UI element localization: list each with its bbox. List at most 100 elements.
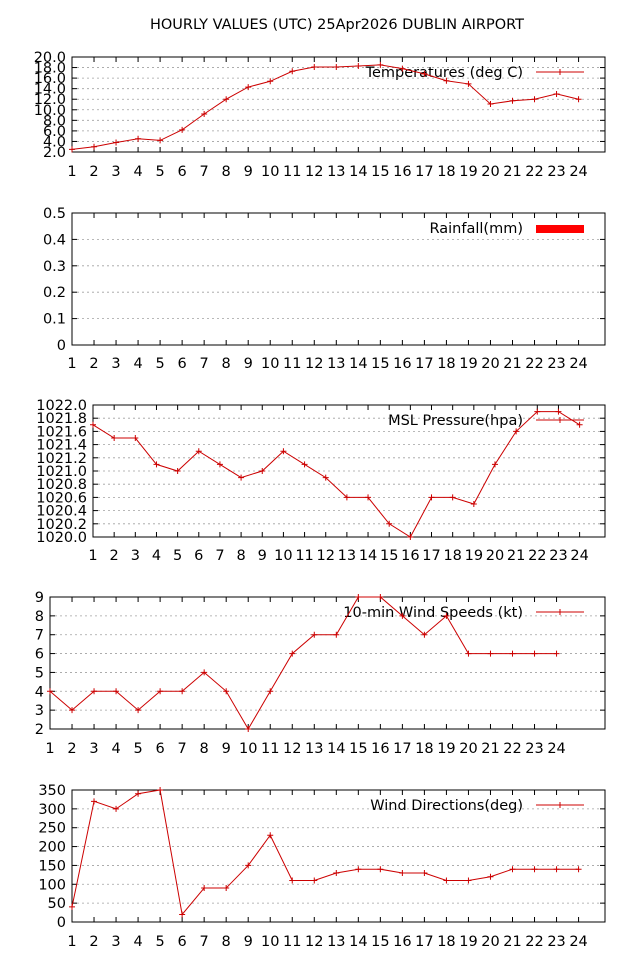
x-tick-label: 4 xyxy=(133,356,142,372)
y-tick-label: 8 xyxy=(35,609,44,625)
y-tick-label: 0.5 xyxy=(43,206,66,222)
x-tick-label: 1 xyxy=(88,548,97,564)
data-point xyxy=(267,78,274,85)
data-point xyxy=(157,688,164,695)
x-tick-label: 11 xyxy=(261,741,279,757)
data-point xyxy=(443,612,450,619)
x-tick-label: 13 xyxy=(327,934,345,950)
x-tick-label: 1 xyxy=(67,356,76,372)
x-tick-label: 8 xyxy=(222,934,231,950)
data-point xyxy=(132,435,139,441)
x-tick-label: 20 xyxy=(481,934,499,950)
y-tick-label: 0.4 xyxy=(43,232,66,248)
plot-frame xyxy=(92,404,606,538)
x-tick-label: 19 xyxy=(459,356,477,372)
x-tick-label: 14 xyxy=(349,164,367,180)
x-tick-label: 3 xyxy=(89,741,98,757)
y-tick-label: 150 xyxy=(38,858,66,874)
x-tick-label: 10 xyxy=(261,934,279,950)
x-tick-label: 19 xyxy=(465,548,483,564)
x-tick-label: 23 xyxy=(547,164,565,180)
y-tick-label: 1021.6 xyxy=(36,424,87,440)
x-tick-label: 10 xyxy=(261,356,279,372)
x-tick-label: 21 xyxy=(481,741,499,757)
y-tick-label: 1020.2 xyxy=(36,517,87,533)
x-tick-label: 24 xyxy=(570,548,588,564)
x-tick-label: 12 xyxy=(317,548,335,564)
plot-frame xyxy=(49,596,606,730)
data-point xyxy=(355,866,362,873)
x-tick-label: 8 xyxy=(222,164,231,180)
x-tick-label: 11 xyxy=(283,356,301,372)
x-tick-label: 12 xyxy=(305,356,323,372)
x-tick-label: 11 xyxy=(283,164,301,180)
data-point xyxy=(267,688,274,695)
x-tick-label: 8 xyxy=(200,741,209,757)
legend-label: Temperatures (deg C) xyxy=(365,65,523,81)
data-point xyxy=(223,688,230,695)
y-tick-label: 16.0 xyxy=(34,71,66,87)
data-point xyxy=(553,866,560,873)
data-point xyxy=(179,688,186,695)
x-tick-label: 19 xyxy=(459,164,477,180)
y-tick-label: 5 xyxy=(35,665,44,681)
x-tick-label: 13 xyxy=(338,548,356,564)
x-tick-label: 19 xyxy=(459,934,477,950)
data-point xyxy=(289,877,296,884)
x-tick-label: 6 xyxy=(156,741,165,757)
x-tick-label: 10 xyxy=(261,164,279,180)
x-tick-label: 7 xyxy=(200,164,209,180)
y-tick-label: 14.0 xyxy=(34,82,66,98)
data-point xyxy=(443,877,450,884)
data-point xyxy=(195,448,202,455)
x-tick-label: 16 xyxy=(393,934,411,950)
x-tick-label: 3 xyxy=(131,548,140,564)
x-tick-label: 2 xyxy=(110,548,119,564)
x-tick-label: 23 xyxy=(547,356,565,372)
x-tick-label: 13 xyxy=(327,356,345,372)
data-point xyxy=(69,146,75,153)
x-tick-label: 13 xyxy=(305,741,323,757)
data-point xyxy=(421,869,428,876)
data-point xyxy=(531,650,538,657)
legend-marker xyxy=(557,69,563,75)
x-tick-label: 4 xyxy=(111,741,120,757)
data-point xyxy=(465,877,472,884)
data-point xyxy=(69,903,75,910)
x-tick-label: 8 xyxy=(222,356,231,372)
x-tick-label: 22 xyxy=(525,164,543,180)
x-tick-label: 7 xyxy=(200,934,209,950)
y-tick-label: 6.0 xyxy=(43,124,66,140)
y-tick-label: 3 xyxy=(35,703,44,719)
chart-2: 00.10.20.30.40.51 2 3 4 5 6 7 8 9 10 11 12 13 14 15 16 1… xyxy=(43,206,606,372)
x-tick-label: 3 xyxy=(111,164,120,180)
chart-1: 2.04.06.08.010.012.014.016.018.020.01 2 3 4… xyxy=(34,50,606,180)
data-point xyxy=(343,494,350,501)
data-point xyxy=(201,111,208,117)
x-tick-label: 12 xyxy=(305,164,323,180)
x-tick-label: 22 xyxy=(503,741,521,757)
legend-label: Wind Directions(deg) xyxy=(370,798,523,814)
y-tick-label: 1020.0 xyxy=(36,530,87,546)
x-tick-label: 18 xyxy=(443,548,461,564)
x-tick-label: 16 xyxy=(393,164,411,180)
series-line xyxy=(71,64,579,150)
x-tick-label: 5 xyxy=(133,741,142,757)
y-tick-label: 1022.0 xyxy=(36,398,87,414)
y-tick-label: 6 xyxy=(35,647,44,663)
x-tick-label: 12 xyxy=(305,934,323,950)
x-tick-label: 22 xyxy=(525,356,543,372)
x-tick-label: 14 xyxy=(359,548,377,564)
x-tick-label: 2 xyxy=(67,741,76,757)
x-tick-label: 11 xyxy=(295,548,313,564)
data-point xyxy=(386,520,393,527)
y-tick-label: 1020.4 xyxy=(36,504,87,520)
y-tick-label: 1021.2 xyxy=(36,451,87,467)
data-point xyxy=(153,461,160,468)
data-point xyxy=(311,631,318,638)
x-tick-label: 9 xyxy=(244,356,253,372)
data-point xyxy=(91,143,98,150)
data-point xyxy=(491,461,498,468)
y-tick-label: 20.0 xyxy=(34,50,66,66)
x-tick-label: 5 xyxy=(155,934,164,950)
